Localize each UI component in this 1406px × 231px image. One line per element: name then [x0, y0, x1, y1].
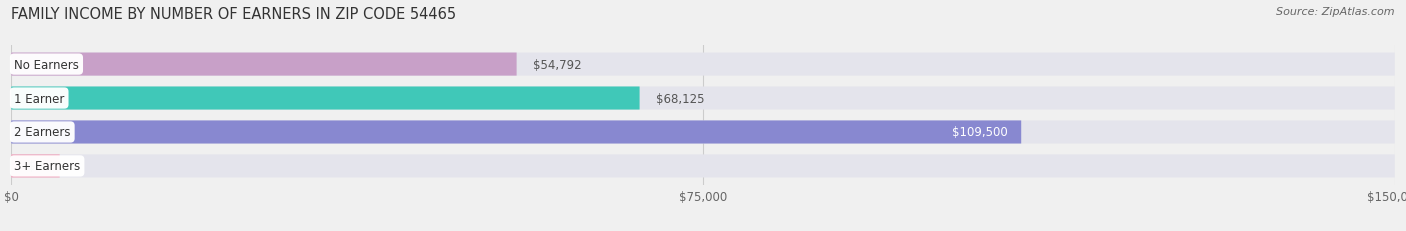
- FancyBboxPatch shape: [11, 155, 1395, 178]
- Text: 3+ Earners: 3+ Earners: [14, 160, 80, 173]
- Text: Source: ZipAtlas.com: Source: ZipAtlas.com: [1277, 7, 1395, 17]
- FancyBboxPatch shape: [11, 155, 59, 178]
- Text: $68,125: $68,125: [657, 92, 704, 105]
- Text: 2 Earners: 2 Earners: [14, 126, 70, 139]
- FancyBboxPatch shape: [11, 53, 516, 76]
- FancyBboxPatch shape: [11, 121, 1021, 144]
- Text: $0: $0: [28, 160, 42, 173]
- FancyBboxPatch shape: [11, 121, 1395, 144]
- FancyBboxPatch shape: [11, 87, 1395, 110]
- Text: 1 Earner: 1 Earner: [14, 92, 65, 105]
- FancyBboxPatch shape: [11, 87, 640, 110]
- Text: $109,500: $109,500: [952, 126, 1007, 139]
- Text: $54,792: $54,792: [533, 58, 582, 71]
- Text: No Earners: No Earners: [14, 58, 79, 71]
- FancyBboxPatch shape: [11, 53, 1395, 76]
- Text: FAMILY INCOME BY NUMBER OF EARNERS IN ZIP CODE 54465: FAMILY INCOME BY NUMBER OF EARNERS IN ZI…: [11, 7, 457, 22]
